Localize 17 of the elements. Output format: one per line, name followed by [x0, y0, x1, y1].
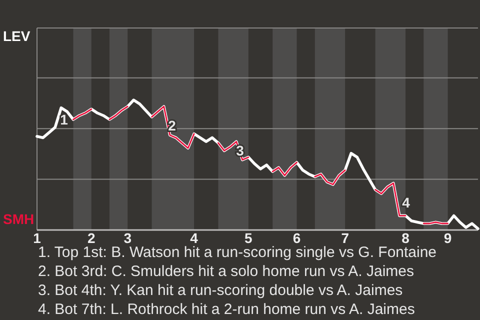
x-tick-label: 2 [87, 230, 96, 246]
text: SMH [3, 211, 34, 227]
x-tick-label: 5 [244, 230, 253, 246]
text: 4. Bot 7th: L. Rothrock hit a 2-run home run vs A. Jaimes [38, 301, 415, 318]
x-tick-label: 4 [190, 230, 198, 246]
text: 2. Bot 3rd: C. Smulders hit a solo home run vs A. Jaimes [38, 263, 414, 280]
text: 3. Bot 4th: Y. Kan hit a run-scoring double vs A. Jaimes [38, 282, 403, 299]
x-tick-label: 3 [124, 230, 132, 246]
annotation: 4 [402, 194, 410, 211]
x-tick-label: 8 [402, 230, 410, 246]
x-tick-label: 6 [292, 230, 301, 246]
x-tick-label: 7 [341, 230, 350, 246]
text: LEV [3, 28, 31, 44]
x-tick-label: 9 [444, 230, 452, 246]
x-tick-label: 1 [33, 230, 42, 246]
annotation: 1 [60, 112, 68, 128]
text: 1. Top 1st: B. Watson hit a run-scoring single vs G. Fontaine [38, 244, 437, 261]
